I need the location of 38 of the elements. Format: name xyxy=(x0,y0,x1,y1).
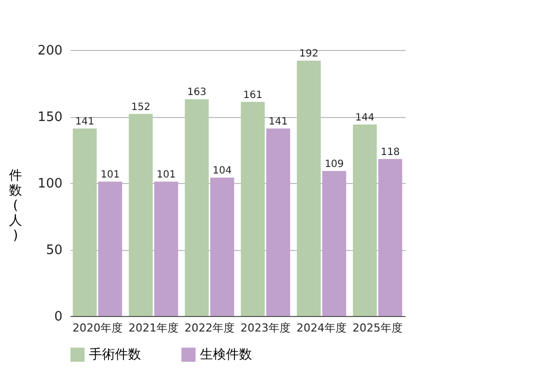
bar xyxy=(154,182,178,316)
x-tick-label: 2025年度 xyxy=(352,322,403,334)
x-tick-label: 2024年度 xyxy=(296,322,347,334)
y-tick-label: 200 xyxy=(38,44,62,58)
y-tick-label: 50 xyxy=(46,243,62,258)
data-label: 152 xyxy=(131,102,150,113)
bar xyxy=(266,128,290,316)
y-tick-label: 100 xyxy=(38,176,62,192)
y-axis-title: 件数(人) xyxy=(9,168,22,244)
data-label: 104 xyxy=(212,166,232,177)
bar xyxy=(184,99,209,316)
bar xyxy=(98,182,122,316)
data-label: 101 xyxy=(156,170,176,181)
bar xyxy=(72,128,97,316)
bar xyxy=(352,124,377,316)
x-tick-label: 2022年度 xyxy=(184,322,234,334)
bar xyxy=(322,171,346,316)
data-label: 163 xyxy=(187,87,206,98)
legend-label: 生検件数 xyxy=(200,348,252,363)
x-tick-label: 2023年度 xyxy=(240,322,291,334)
data-label: 144 xyxy=(355,112,374,124)
data-label: 101 xyxy=(100,170,120,181)
data-label: 141 xyxy=(268,116,288,128)
data-label: 141 xyxy=(75,116,94,128)
x-tick-label: 2021年度 xyxy=(128,322,178,334)
x-tick-label: 2020年度 xyxy=(72,322,122,334)
data-label: 109 xyxy=(324,159,344,170)
y-tick-label: 150 xyxy=(38,110,62,125)
bar xyxy=(210,178,234,316)
data-label: 192 xyxy=(299,48,318,60)
bar xyxy=(296,60,321,316)
bar xyxy=(128,114,153,316)
legend-label: 手術件数 xyxy=(89,348,141,363)
y-tick-label: 0 xyxy=(54,310,62,324)
bar xyxy=(240,102,265,316)
bar xyxy=(378,159,402,316)
data-label: 118 xyxy=(380,147,400,158)
data-label: 161 xyxy=(243,90,262,101)
